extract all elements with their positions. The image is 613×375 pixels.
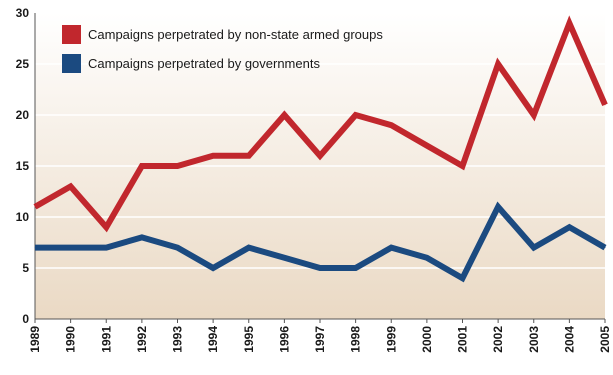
- data-point-0-10: [390, 124, 392, 126]
- data-point-1-2: [105, 247, 107, 249]
- y-tick-label: 20: [16, 108, 30, 122]
- data-point-1-4: [177, 247, 178, 249]
- x-tick-label: 1994: [206, 326, 220, 353]
- x-tick-label: 1989: [28, 326, 42, 353]
- x-tick-label: 1993: [171, 326, 185, 353]
- data-point-0-4: [177, 165, 178, 167]
- data-point-0-0: [34, 206, 36, 208]
- data-point-1-0: [34, 247, 36, 249]
- data-point-1-11: [426, 257, 428, 259]
- data-point-1-15: [568, 226, 570, 228]
- data-point-1-16: [604, 247, 606, 249]
- x-tick-label: 2002: [491, 326, 505, 353]
- data-point-1-7: [283, 257, 285, 259]
- data-point-0-8: [319, 155, 321, 157]
- data-point-1-14: [533, 247, 535, 249]
- x-tick-label: 2003: [527, 326, 541, 353]
- gridlines: [35, 12, 605, 269]
- data-point-0-5: [212, 155, 214, 157]
- x-tick-label: 1998: [349, 326, 363, 353]
- x-tick-label: 1995: [242, 326, 256, 353]
- data-point-0-9: [355, 114, 357, 116]
- data-point-1-6: [248, 247, 250, 249]
- x-tick-labels: 1989 1990 1991 1992 1993 1994 1995 1996 1997 1998…: [28, 326, 612, 353]
- data-point-1-12: [462, 277, 463, 279]
- y-tick-label: 15: [16, 159, 30, 173]
- data-point-1-8: [319, 267, 321, 269]
- x-tick-label: 1997: [313, 326, 327, 353]
- data-point-1-13: [497, 206, 499, 208]
- data-point-0-2: [105, 226, 107, 228]
- y-tick-label: 0: [22, 312, 29, 326]
- data-point-0-13: [497, 63, 499, 65]
- data-point-0-16: [604, 104, 606, 106]
- x-tick-label: 2004: [562, 326, 576, 353]
- legend: Campaigns perpetrated by non-state armed…: [62, 25, 383, 73]
- data-point-0-3: [141, 165, 143, 167]
- x-tick-label: 2005: [598, 326, 612, 353]
- data-point-0-14: [533, 114, 535, 116]
- x-tick-label: 1991: [99, 326, 113, 353]
- legend-label-1: Campaigns perpetrated by governments: [88, 56, 320, 71]
- axes: [34, 13, 606, 323]
- y-tick-label: 30: [16, 6, 30, 20]
- data-point-1-9: [355, 267, 357, 269]
- y-tick-label: 25: [16, 57, 30, 71]
- x-tick-label: 1996: [277, 326, 291, 353]
- data-point-1-10: [390, 247, 392, 249]
- data-point-0-6: [248, 155, 250, 157]
- y-tick-label: 5: [22, 261, 29, 275]
- data-point-1-1: [70, 247, 72, 249]
- x-tick-label: 1999: [384, 326, 398, 353]
- data-point-1-3: [141, 236, 143, 238]
- x-tick-label: 2001: [456, 326, 470, 353]
- data-point-0-1: [70, 185, 72, 187]
- y-tick-labels: 0 5 10 15 20 25 30: [16, 6, 30, 326]
- y-tick-label: 10: [16, 210, 30, 224]
- data-point-1-5: [212, 267, 214, 269]
- legend-label-0: Campaigns perpetrated by non-state armed…: [88, 27, 383, 42]
- data-point-0-11: [426, 145, 428, 147]
- x-tick-label: 1990: [64, 326, 78, 353]
- series-lines: [33, 15, 608, 283]
- data-point-0-7: [283, 114, 285, 116]
- x-tick-label: 1992: [135, 326, 149, 353]
- legend-swatch-1: [62, 54, 81, 73]
- x-tick-label: 2000: [420, 326, 434, 353]
- data-point-0-12: [462, 165, 463, 167]
- data-point-0-15: [568, 22, 570, 24]
- legend-swatch-0: [62, 25, 81, 44]
